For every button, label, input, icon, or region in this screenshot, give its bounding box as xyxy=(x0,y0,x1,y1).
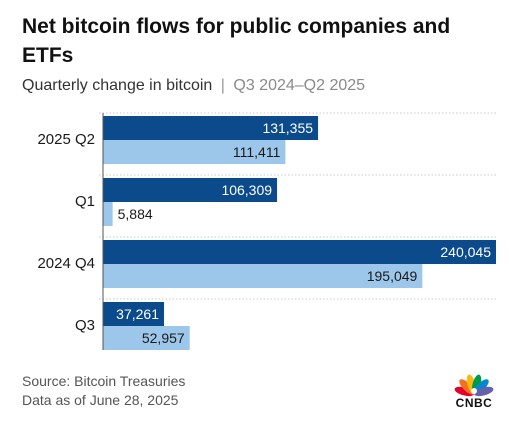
logo-text: CNBC xyxy=(455,396,493,410)
category-label: Q3 xyxy=(75,317,95,334)
category-label: Q1 xyxy=(75,193,95,210)
subtitle-separator: | xyxy=(220,77,225,94)
bar-dark xyxy=(103,240,496,264)
bar-dark xyxy=(103,178,278,202)
bar-light xyxy=(103,202,113,226)
bar-value-label: 106,309 xyxy=(221,182,272,198)
bar-value-label: 195,049 xyxy=(367,268,418,284)
bar-light xyxy=(103,264,423,288)
chart-subtitle: Quarterly change in bitcoin | Q3 2024–Q2… xyxy=(22,76,365,96)
category-label: 2025 Q2 xyxy=(37,131,95,148)
bar-value-label: 131,355 xyxy=(262,120,313,136)
category-label: 2024 Q4 xyxy=(37,255,95,272)
bar-dark xyxy=(103,116,319,140)
source-note: Source: Bitcoin Treasuries xyxy=(22,373,186,389)
cnbc-logo: CNBC xyxy=(452,372,496,412)
chart-footer: Source: Bitcoin Treasuries Data as of Ju… xyxy=(22,372,185,410)
bar-value-label: 37,261 xyxy=(116,306,159,322)
bar-light xyxy=(103,326,190,350)
bar-value-label: 5,884 xyxy=(118,206,153,222)
subtitle-main: Quarterly change in bitcoin xyxy=(22,77,213,94)
date-note: Data as of June 28, 2025 xyxy=(22,392,179,408)
bar-value-label: 52,957 xyxy=(142,330,185,346)
peacock-icon xyxy=(454,374,494,397)
subtitle-date-range: Q3 2024–Q2 2025 xyxy=(233,77,366,94)
bar-light xyxy=(103,140,286,164)
bar-value-label: 111,411 xyxy=(233,144,281,160)
bar-value-label: 240,045 xyxy=(440,244,491,260)
chart-title: Net bitcoin flows for public companies a… xyxy=(22,15,451,67)
bar-dark xyxy=(103,302,165,326)
